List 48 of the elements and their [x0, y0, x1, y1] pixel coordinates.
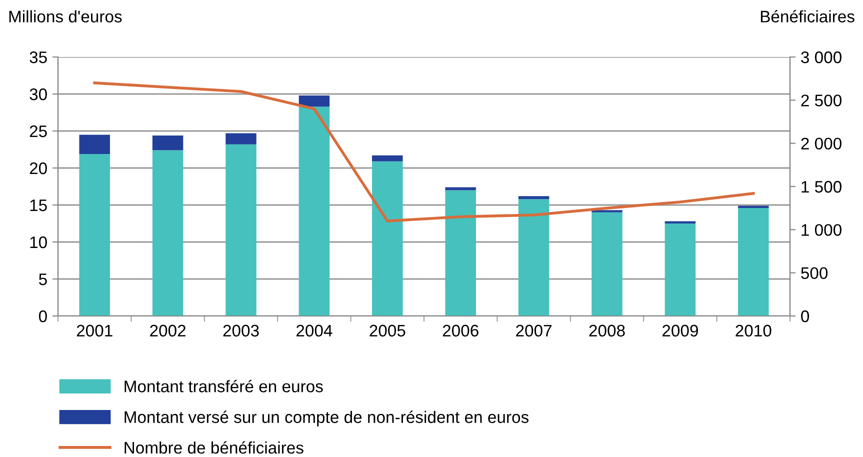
bar — [152, 135, 184, 150]
x-tick-label: 2001 — [76, 324, 112, 337]
bar — [298, 106, 330, 316]
x-tick-label: 2004 — [296, 324, 332, 337]
y2-axis-title: Bénéficiaires — [760, 10, 854, 22]
y2-tick-label: 1 500 — [802, 180, 842, 193]
legend-label: Montant transféré en euros — [124, 380, 323, 392]
bar — [372, 161, 403, 316]
bar — [372, 155, 403, 162]
y-tick-label: 10 — [30, 236, 47, 248]
bar — [445, 190, 476, 316]
x-tick-label: 2002 — [150, 324, 186, 337]
y-tick-label: 25 — [30, 125, 47, 138]
bar — [79, 154, 110, 316]
legend-label: Montant versé sur un compte de non-résident en euros — [124, 410, 529, 426]
bar — [738, 208, 769, 316]
y-tick-label: 15 — [30, 200, 47, 212]
x-tick-label: 2009 — [662, 324, 698, 337]
y2-tick-label: 2 500 — [801, 94, 842, 106]
bar — [592, 212, 622, 316]
line-series — [93, 82, 755, 222]
bar — [226, 133, 256, 144]
bar — [518, 196, 550, 200]
x-tick-label: 2006 — [442, 324, 478, 337]
y-tick-label: 30 — [30, 88, 47, 100]
x-tick-label: 2005 — [370, 324, 406, 337]
y2-tick-label: 3 000 — [801, 51, 842, 64]
y2-tick-label: 1 000 — [802, 224, 842, 236]
x-tick-label: 2003 — [223, 324, 259, 337]
x-tick-label: 2008 — [589, 324, 625, 337]
y2-tick-label: 2 000 — [801, 138, 842, 150]
legend-label: Nombre de bénéficiaires — [124, 441, 304, 454]
y-tick-label: 0 — [38, 310, 47, 322]
bar — [445, 187, 476, 190]
y2-tick-label: 0 — [801, 310, 810, 322]
bar — [664, 224, 696, 316]
y-tick-label: 5 — [38, 274, 47, 286]
y2-tick-label: 500 — [801, 267, 828, 280]
y-axis-title: Millions d'euros — [9, 10, 122, 22]
bar — [518, 199, 550, 316]
y-tick-label: 35 — [30, 51, 47, 64]
bar — [79, 134, 110, 154]
x-tick-label: 2007 — [516, 324, 552, 337]
x-tick-label: 2010 — [736, 324, 772, 337]
bar — [298, 95, 330, 107]
y-tick-label: 20 — [30, 162, 47, 174]
bar — [226, 144, 256, 316]
bar — [152, 150, 184, 316]
